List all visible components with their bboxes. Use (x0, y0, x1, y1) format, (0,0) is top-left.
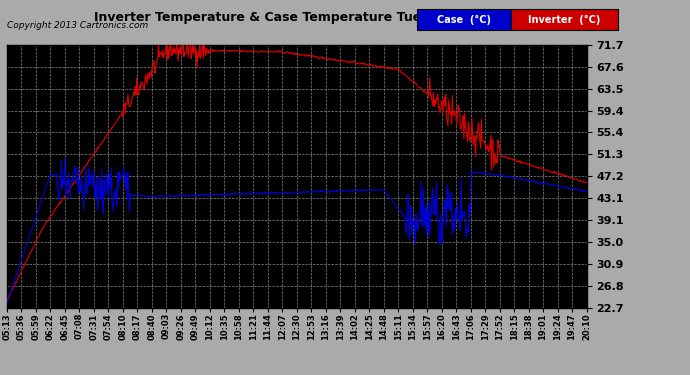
Text: Inverter Temperature & Case Temperature Tue Jun 18 20:32: Inverter Temperature & Case Temperature … (94, 11, 513, 24)
Text: Copyright 2013 Cartronics.com: Copyright 2013 Cartronics.com (7, 21, 148, 30)
Text: Inverter  (°C): Inverter (°C) (528, 15, 600, 25)
Text: Case  (°C): Case (°C) (437, 15, 491, 25)
